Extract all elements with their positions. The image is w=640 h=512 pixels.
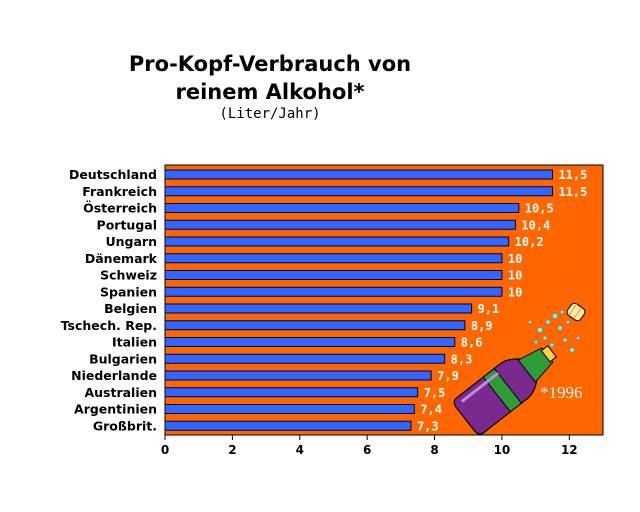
x-tick-label: 8 xyxy=(430,443,438,457)
bar xyxy=(164,169,553,180)
value-label: 11,5 xyxy=(558,185,587,199)
category-label: Belgien xyxy=(104,301,157,316)
category-label: Deutschland xyxy=(69,167,157,182)
value-label: 10,5 xyxy=(525,202,554,216)
value-label: 7,4 xyxy=(420,403,442,417)
category-label: Österreich xyxy=(83,201,157,216)
value-label: 7,3 xyxy=(417,419,439,433)
bar xyxy=(164,370,432,381)
category-label: Australien xyxy=(84,385,157,400)
category-label: Großbrit. xyxy=(93,418,157,433)
category-label: Dänemark xyxy=(85,251,158,266)
value-label: 8,9 xyxy=(471,319,493,333)
bar xyxy=(164,353,446,364)
x-tick-label: 12 xyxy=(561,443,578,457)
year-annotation: *1996 xyxy=(540,383,583,402)
value-label: 10,4 xyxy=(521,218,550,232)
bar xyxy=(164,253,503,264)
bar xyxy=(164,320,466,331)
value-label: 7,5 xyxy=(424,386,446,400)
chart-title-line-1: Pro-Kopf-Verbrauch von xyxy=(128,52,412,76)
bar xyxy=(164,420,412,431)
bar xyxy=(164,337,456,347)
x-tick-label: 2 xyxy=(228,443,236,457)
category-label: Niederlande xyxy=(71,368,157,383)
value-label: 11,5 xyxy=(558,168,587,182)
bar xyxy=(164,286,503,297)
category-label: Spanien xyxy=(100,284,157,299)
value-label: 9,1 xyxy=(478,302,500,316)
value-label: 10,2 xyxy=(515,235,544,249)
bar xyxy=(164,303,473,314)
value-label: 10 xyxy=(508,269,522,283)
chart-title-line-2: reinem Alkohol* xyxy=(175,80,365,104)
bar xyxy=(164,270,503,280)
category-label: Schweiz xyxy=(100,268,157,283)
bar xyxy=(164,236,510,247)
category-label: Portugal xyxy=(97,217,157,232)
x-tick-label: 0 xyxy=(161,443,169,457)
champagne-bottle-icon xyxy=(453,302,586,435)
x-tick-label: 4 xyxy=(296,443,304,457)
value-label: 10 xyxy=(508,285,522,299)
value-label: 7,9 xyxy=(437,369,459,383)
bar xyxy=(164,203,520,213)
bar xyxy=(164,186,553,197)
bars-group: Deutschland 11,5 Frankreich 11,5 Österreich 1… xyxy=(61,167,588,433)
category-label: Argentinien xyxy=(74,402,157,417)
bar xyxy=(164,219,516,230)
bar xyxy=(164,404,415,414)
x-axis: 0 2 4 6 8 10 12 xyxy=(161,434,603,457)
category-label: Bulgarien xyxy=(89,351,157,366)
category-label: Italien xyxy=(112,335,157,350)
chart-subtitle: (Liter/Jahr) xyxy=(219,106,321,122)
bar xyxy=(164,387,419,398)
value-label: 8,6 xyxy=(461,336,483,350)
category-label: Frankreich xyxy=(82,184,157,199)
chart-title: Pro-Kopf-Verbrauch von reinem Alkohol* xyxy=(100,50,440,106)
x-tick-label: 10 xyxy=(494,443,511,457)
category-label: Ungarn xyxy=(106,234,158,249)
value-label: 8,3 xyxy=(451,352,473,366)
category-label: Tschech. Rep. xyxy=(61,318,157,333)
x-tick-label: 6 xyxy=(363,443,371,457)
value-label: 10 xyxy=(508,252,522,266)
